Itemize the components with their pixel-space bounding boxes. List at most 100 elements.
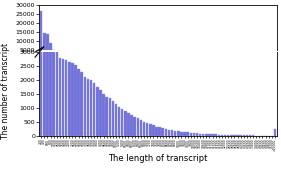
Bar [80,54,83,58]
Bar [177,131,180,136]
Bar [87,79,89,136]
Bar [90,80,92,136]
Bar [105,56,108,58]
Bar [49,0,52,136]
Bar [108,98,111,136]
Bar [93,55,96,58]
Bar [53,50,55,58]
Bar [133,117,136,136]
Bar [83,55,86,58]
Text: The number of transcript: The number of transcript [1,43,10,139]
Bar [221,135,223,136]
Bar [162,128,164,136]
Bar [127,113,130,136]
Bar [227,135,229,136]
Bar [239,135,242,136]
Bar [80,72,83,136]
Bar [124,57,126,58]
Bar [53,7,55,136]
Bar [71,63,74,136]
Bar [99,56,102,58]
Bar [243,135,245,136]
Bar [158,127,161,136]
Bar [90,55,92,58]
Bar [217,135,220,136]
Bar [46,0,49,136]
Bar [59,53,61,58]
Bar [174,131,176,136]
Bar [40,0,42,136]
Bar [140,120,142,136]
Bar [40,11,42,58]
Bar [186,132,189,136]
Bar [121,109,123,136]
Bar [77,54,80,58]
Bar [93,83,96,136]
Bar [65,60,67,136]
Bar [65,54,67,58]
Bar [233,135,236,136]
Bar [68,62,71,136]
Bar [137,57,139,58]
Bar [68,54,71,58]
Bar [127,57,130,58]
Bar [183,132,186,136]
Bar [74,65,77,136]
Bar [46,34,49,58]
Bar [143,122,145,136]
Bar [43,0,46,136]
Bar [112,101,114,136]
Bar [205,134,208,136]
Bar [43,33,46,58]
Bar [193,133,195,136]
Bar [71,54,74,58]
Bar [56,52,58,136]
Bar [102,94,105,136]
Bar [224,135,226,136]
Bar [59,58,61,136]
Bar [246,135,248,136]
Bar [190,133,192,136]
Bar [74,54,77,58]
Bar [149,124,151,136]
Bar [208,134,211,136]
Bar [83,77,86,136]
Bar [152,125,155,136]
Bar [180,132,183,136]
Bar [165,129,167,136]
Bar [140,57,142,58]
Bar [214,134,217,136]
Bar [102,56,105,58]
Bar [77,69,80,136]
Bar [121,57,123,58]
Bar [130,115,133,136]
Bar [146,123,148,136]
Bar [236,135,239,136]
Bar [211,134,214,136]
Bar [137,119,139,136]
Bar [230,135,233,136]
Bar [115,56,117,58]
Bar [199,133,201,136]
Bar [130,57,133,58]
Bar [112,56,114,58]
Bar [108,56,111,58]
Bar [196,133,198,136]
Bar [87,55,89,58]
Bar [274,129,276,136]
Bar [99,90,102,136]
Bar [168,130,170,136]
Bar [124,111,126,136]
Bar [115,104,117,136]
Bar [202,134,205,136]
X-axis label: The length of transcript: The length of transcript [108,154,208,163]
Bar [118,57,120,58]
Bar [171,130,173,136]
Bar [62,59,64,136]
Bar [105,97,108,136]
Bar [133,57,136,58]
Bar [118,107,120,136]
Bar [96,55,99,58]
Bar [49,43,52,58]
Bar [62,53,64,58]
